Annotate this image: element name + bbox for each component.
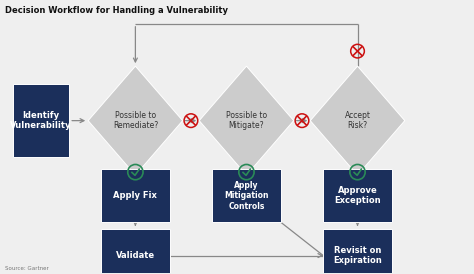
Text: Possible to
Mitigate?: Possible to Mitigate? xyxy=(226,111,267,130)
FancyBboxPatch shape xyxy=(12,84,69,158)
Text: Possible to
Remediate?: Possible to Remediate? xyxy=(113,111,158,130)
FancyBboxPatch shape xyxy=(323,229,392,274)
Text: Revisit on
Expiration: Revisit on Expiration xyxy=(333,246,382,265)
FancyBboxPatch shape xyxy=(101,229,170,274)
Text: Validate: Validate xyxy=(116,251,155,260)
Text: Accept
Risk?: Accept Risk? xyxy=(345,111,371,130)
FancyBboxPatch shape xyxy=(101,169,170,222)
FancyBboxPatch shape xyxy=(323,169,392,222)
Polygon shape xyxy=(310,66,405,175)
Text: Apply Fix: Apply Fix xyxy=(113,191,157,200)
Text: Approve
Exception: Approve Exception xyxy=(334,186,381,205)
FancyBboxPatch shape xyxy=(212,169,281,222)
Text: Identify
Vulnerability: Identify Vulnerability xyxy=(10,111,72,130)
Text: Decision Workflow for Handling a Vulnerability: Decision Workflow for Handling a Vulnera… xyxy=(5,6,228,15)
Polygon shape xyxy=(199,66,294,175)
Text: Apply
Mitigation
Controls: Apply Mitigation Controls xyxy=(224,181,269,210)
Polygon shape xyxy=(88,66,182,175)
Text: Source: Gartner: Source: Gartner xyxy=(5,266,49,271)
